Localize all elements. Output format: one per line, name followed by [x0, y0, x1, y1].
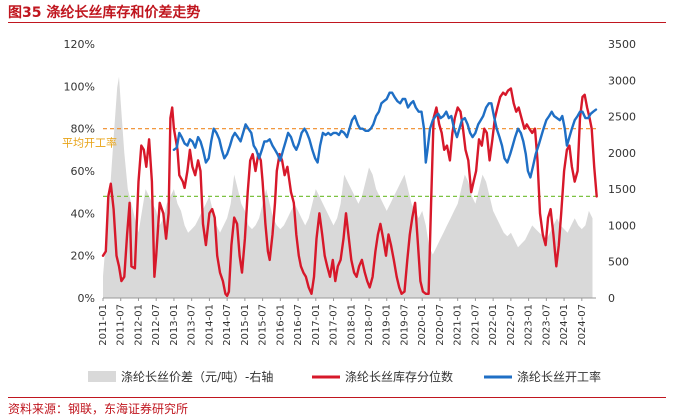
y-right-tick-label: 1000	[608, 219, 636, 232]
x-tick-label: 2012-01	[133, 304, 144, 346]
x-tick-label: 2019-07	[399, 304, 410, 346]
y-left-tick-label: 40%	[71, 207, 95, 220]
x-tick-label: 2016-07	[293, 304, 304, 346]
series-line-inventory-percentile	[101, 87, 598, 298]
y-right-tick-label: 0	[608, 292, 615, 305]
x-tick-label: 2017-01	[311, 304, 322, 346]
y-left-tick-label: 80%	[71, 123, 95, 136]
y-right-tick-label: 2000	[608, 147, 636, 160]
source-rule	[8, 397, 666, 398]
x-tick-label: 2012-07	[151, 304, 162, 346]
x-tick-label: 2014-01	[204, 304, 215, 346]
legend-swatch-spread	[88, 371, 116, 382]
y-right-tick-label: 3500	[608, 38, 636, 51]
x-tick-label: 2020-07	[435, 304, 446, 346]
x-tick-label: 2020-01	[417, 304, 428, 346]
x-tick-label: 2023-07	[541, 304, 552, 346]
reference-lines-layer: 平均开工率	[62, 128, 596, 197]
x-tick-label: 2016-01	[275, 304, 286, 346]
series-area-spread	[103, 76, 593, 298]
x-tick-label: 2024-01	[559, 304, 570, 346]
x-tick-label: 2022-07	[506, 304, 517, 346]
x-tick-label: 2024-07	[577, 304, 588, 346]
x-tick-label: 2011-07	[116, 304, 127, 346]
y-left-tick-label: 100%	[64, 80, 95, 93]
y-right-tick-label: 1500	[608, 183, 636, 196]
legend-label: 涤纶长丝库存分位数	[345, 369, 453, 384]
x-tick-label: 2021-07	[470, 304, 481, 346]
y-right-tick-label: 3000	[608, 74, 636, 87]
x-tick-label: 2019-01	[382, 304, 393, 346]
figure-source: 资料来源：钢联，东海证券研究所	[8, 402, 189, 416]
x-tick-label: 2021-01	[453, 304, 464, 346]
y-left-tick-label: 0%	[78, 292, 95, 305]
x-tick-label: 2022-01	[488, 304, 499, 346]
y-left-tick-label: 120%	[64, 38, 95, 51]
y-right-tick-label: 2500	[608, 111, 636, 124]
reference-line-label: 平均开工率	[62, 136, 117, 150]
x-tick-label: 2014-07	[222, 304, 233, 346]
figure-title: 图35 涤纶长丝库存和价差走势	[8, 5, 201, 21]
x-tick-label: 2015-07	[258, 304, 269, 346]
chart-svg: 平均开工率 0% 20% 40% 60% 80% 100% 120% 0 500 1000 1500…	[62, 38, 636, 384]
x-tick-label: 2011-01	[98, 304, 109, 346]
x-tick-label: 2017-07	[329, 304, 340, 346]
series-lines-layer	[101, 87, 598, 298]
title-rule	[8, 22, 666, 23]
y-right-tick-label: 500	[608, 256, 629, 269]
x-tick-label: 2015-01	[240, 304, 251, 346]
legend: 涤纶长丝价差（元/吨）-右轴 涤纶长丝库存分位数 涤纶长丝开工率	[88, 369, 601, 384]
series-line-operating-rate	[172, 91, 598, 179]
x-tick-label: 2018-07	[364, 304, 375, 346]
spread-area-layer	[103, 76, 593, 298]
axes-layer: 0% 20% 40% 60% 80% 100% 120% 0 500 1000 1500 2000 25…	[64, 38, 636, 346]
x-tick-label: 2023-01	[524, 304, 535, 346]
y-left-tick-label: 60%	[71, 165, 95, 178]
y-left-tick-label: 20%	[71, 250, 95, 263]
x-tick-label: 2018-01	[346, 304, 357, 346]
legend-label: 涤纶长丝开工率	[517, 369, 601, 384]
x-tick-label: 2013-07	[187, 304, 198, 346]
x-tick-label: 2013-01	[169, 304, 180, 346]
legend-label: 涤纶长丝价差（元/吨）-右轴	[121, 369, 273, 384]
